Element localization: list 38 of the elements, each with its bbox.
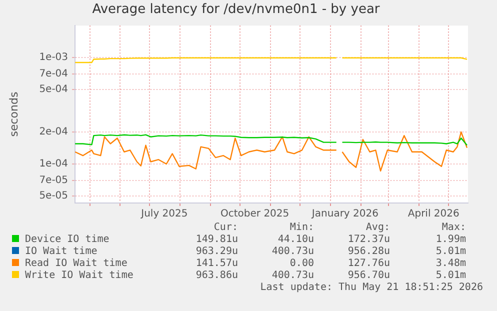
- y-tick-label: 7e-04: [39, 68, 68, 80]
- text: 5.01m: [434, 246, 466, 258]
- text: 963.86u: [194, 270, 238, 282]
- text: Max:: [440, 222, 466, 234]
- text: 44.10u: [276, 234, 314, 246]
- y-tick-label: 7e-05: [39, 175, 68, 186]
- x-tick-label: April 2026: [408, 208, 460, 220]
- y-tick-label: 5e-04: [39, 84, 68, 96]
- x-tick-label: July 2025: [140, 208, 188, 220]
- text: 3.48m: [434, 258, 466, 270]
- y-tick-label: 5e-05: [39, 190, 68, 202]
- text: 963.29u: [194, 246, 238, 258]
- text: Last update: Thu May 21 18:51:25 2026: [260, 282, 483, 293]
- text: 5.01m: [434, 270, 466, 282]
- text: 400.73u: [270, 246, 314, 258]
- y-tick-label: 1e-03: [39, 52, 68, 64]
- text: 172.37u: [346, 234, 390, 246]
- x-tick-label: January 2026: [310, 208, 378, 220]
- legend-label: IO Wait time: [24, 246, 98, 258]
- legend-label: Device IO time: [24, 234, 110, 246]
- y-axis-title: seconds: [7, 92, 20, 137]
- text: 956.70u: [346, 270, 390, 282]
- chart-title: Average latency for /dev/nvme0n1 - by year: [92, 2, 380, 18]
- text: 956.28u: [346, 246, 390, 258]
- y-tick-label: 2e-04: [39, 126, 68, 138]
- legend-label: Read IO Wait time: [24, 258, 128, 270]
- text: 149.81u: [194, 234, 238, 246]
- text: Cur:: [212, 222, 238, 234]
- y-tick-label: 1e-04: [39, 158, 68, 170]
- text: Avg:: [364, 222, 390, 234]
- text: 127.76u: [346, 258, 390, 270]
- legend-label: Write IO Wait time: [24, 270, 134, 282]
- text: 0.00: [288, 258, 314, 270]
- text: 1.99m: [434, 234, 466, 246]
- text: Min:: [288, 222, 314, 234]
- x-tick-label: October 2025: [220, 208, 290, 220]
- text: 400.73u: [270, 270, 314, 282]
- text: 141.57u: [194, 258, 238, 270]
